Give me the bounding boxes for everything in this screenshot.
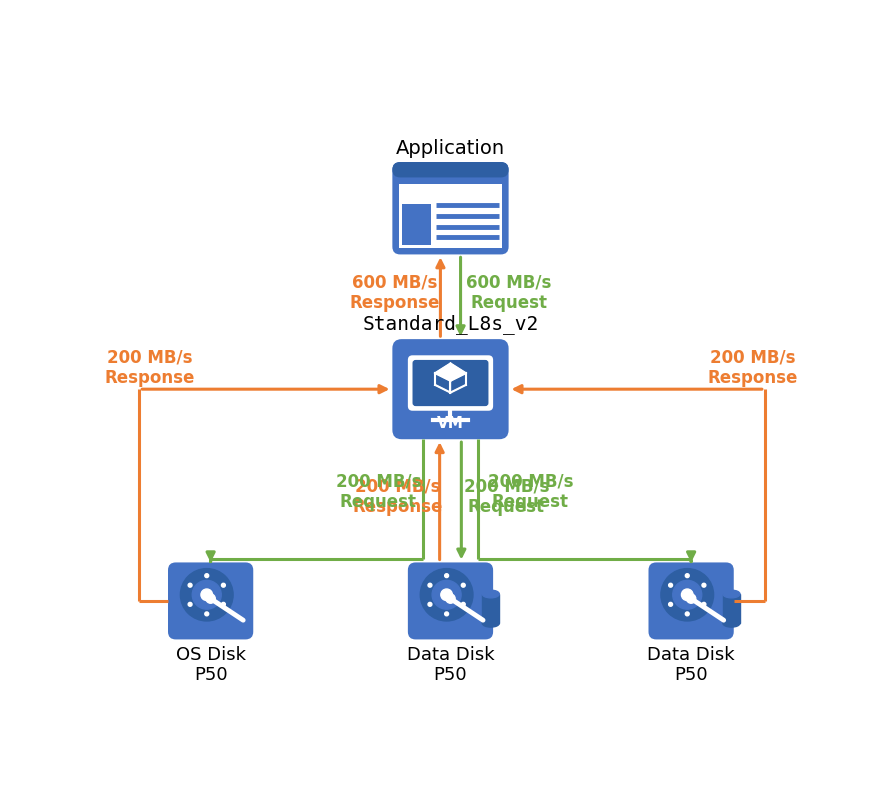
FancyBboxPatch shape: [648, 562, 733, 639]
Bar: [722, 594, 739, 623]
Circle shape: [686, 594, 695, 604]
FancyBboxPatch shape: [392, 162, 508, 177]
Circle shape: [432, 581, 461, 609]
Text: Standard_L8s_v2: Standard_L8s_v2: [362, 314, 538, 333]
Text: Application: Application: [395, 139, 505, 158]
Text: 200 MB/s
Response: 200 MB/s Response: [352, 478, 443, 516]
FancyBboxPatch shape: [398, 184, 502, 248]
Circle shape: [680, 589, 692, 600]
Text: 200 MB/s
Response: 200 MB/s Response: [707, 348, 797, 387]
FancyBboxPatch shape: [392, 162, 508, 254]
Ellipse shape: [722, 590, 739, 598]
Circle shape: [428, 603, 431, 606]
Text: OS Disk
P50: OS Disk P50: [176, 645, 245, 684]
Circle shape: [428, 583, 431, 587]
FancyBboxPatch shape: [407, 356, 493, 411]
Circle shape: [685, 612, 688, 616]
Text: 200 MB/s
Request: 200 MB/s Request: [463, 478, 549, 516]
Text: 600 MB/s
Response: 600 MB/s Response: [349, 273, 439, 312]
Text: Data Disk
P50: Data Disk P50: [407, 645, 493, 684]
Polygon shape: [435, 364, 465, 381]
Circle shape: [445, 594, 455, 604]
Circle shape: [668, 603, 672, 606]
Circle shape: [420, 569, 472, 621]
Text: VM: VM: [436, 417, 464, 432]
Circle shape: [201, 589, 212, 600]
FancyBboxPatch shape: [168, 562, 253, 639]
Text: 200 MB/s
Request: 200 MB/s Request: [487, 472, 572, 511]
Polygon shape: [450, 373, 465, 393]
Circle shape: [702, 603, 705, 606]
Circle shape: [205, 573, 208, 577]
FancyBboxPatch shape: [401, 204, 430, 246]
Circle shape: [440, 589, 452, 600]
Ellipse shape: [722, 619, 739, 627]
Text: Data Disk
P50: Data Disk P50: [646, 645, 734, 684]
FancyBboxPatch shape: [407, 562, 493, 639]
Circle shape: [685, 573, 688, 577]
Text: 200 MB/s
Request: 200 MB/s Request: [335, 472, 421, 511]
Circle shape: [188, 583, 191, 587]
Circle shape: [188, 603, 191, 606]
Circle shape: [461, 603, 464, 606]
Circle shape: [461, 583, 464, 587]
Circle shape: [660, 569, 713, 621]
Circle shape: [444, 612, 448, 616]
Circle shape: [672, 581, 701, 609]
Circle shape: [444, 573, 448, 577]
Circle shape: [205, 612, 208, 616]
Circle shape: [205, 594, 215, 604]
FancyBboxPatch shape: [392, 339, 508, 440]
Circle shape: [221, 603, 225, 606]
Circle shape: [702, 583, 705, 587]
Circle shape: [180, 569, 233, 621]
Ellipse shape: [482, 590, 499, 598]
Circle shape: [192, 581, 221, 609]
Circle shape: [221, 583, 225, 587]
Circle shape: [668, 583, 672, 587]
Text: 200 MB/s
Response: 200 MB/s Response: [104, 348, 195, 387]
Text: 600 MB/s
Request: 600 MB/s Request: [465, 273, 551, 312]
Ellipse shape: [482, 619, 499, 627]
FancyBboxPatch shape: [412, 360, 488, 406]
Polygon shape: [435, 373, 450, 393]
Bar: [482, 594, 499, 623]
